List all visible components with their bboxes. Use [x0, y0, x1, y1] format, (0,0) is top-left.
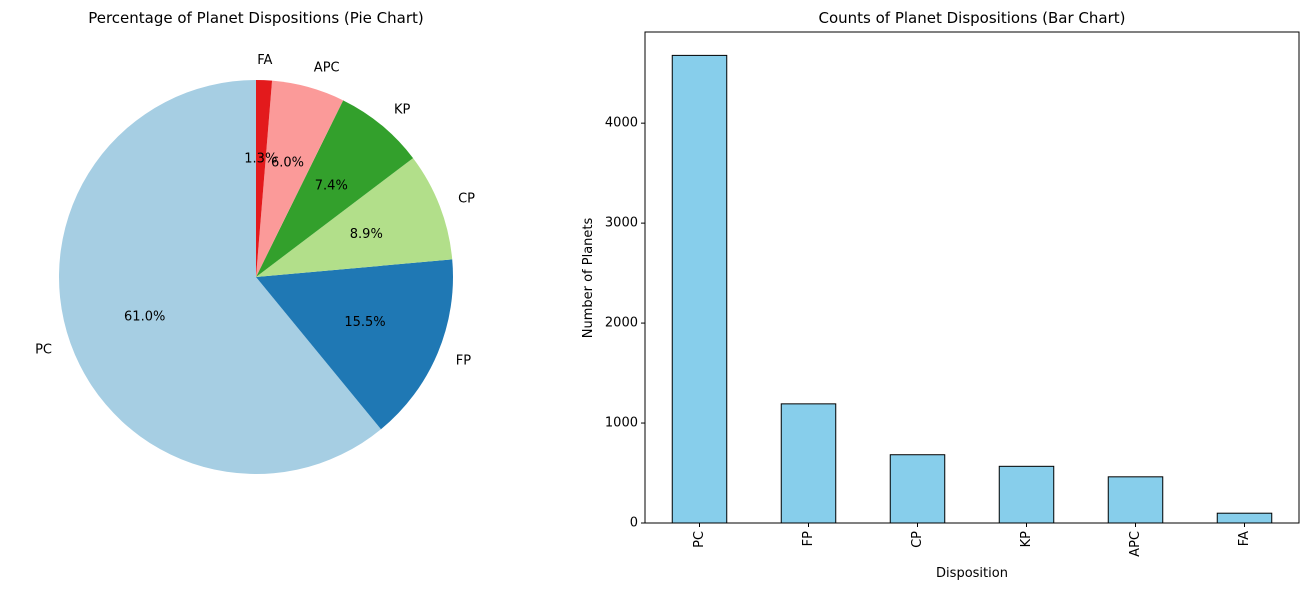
pie-label-kp: KP: [394, 102, 411, 117]
pie-slice-fa: [256, 80, 273, 277]
bar-chart: Counts of Planet Dispositions (Bar Chart…: [581, 9, 1300, 581]
pie-pct-kp: 7.4%: [315, 178, 348, 193]
y-tick-label-3000: 3000: [605, 216, 638, 231]
pie-pct-cp: 8.9%: [350, 227, 383, 242]
x-axis-label: Disposition: [936, 566, 1008, 581]
pie-pct-pc: 61.0%: [124, 309, 165, 324]
x-tick-label-fa: FA: [1237, 531, 1252, 546]
pie-slice-apc: [256, 80, 344, 277]
bar-fp: [780, 403, 837, 524]
pie-pct-apc: 6.0%: [271, 156, 304, 171]
y-axis: 0 1000 2000 3000 4000: [605, 116, 645, 531]
pie-pct-fp: 15.5%: [344, 315, 385, 330]
pie-labels: PC 61.0% FP 15.5% CP 8.9% KP 7.4% APC 6.0% FA 1.3%: [35, 53, 475, 368]
pie-label-fp: FP: [456, 353, 471, 368]
bars: [671, 54, 1273, 524]
x-tick-label-cp: CP: [910, 531, 925, 548]
x-axis: PC FP CP KP APC FA: [692, 523, 1252, 557]
pie-slice-pc: [58, 80, 381, 475]
y-tick-label-4000: 4000: [605, 116, 638, 131]
pie-label-fa: FA: [257, 53, 272, 68]
y-tick-label-2000: 2000: [605, 316, 638, 331]
bar-kp: [998, 465, 1055, 524]
pie-title: Percentage of Planet Dispositions (Pie C…: [88, 9, 424, 27]
pie-pct-fa: 1.3%: [244, 151, 277, 166]
bar-cp: [889, 454, 946, 524]
pie-slice-fp: [256, 259, 453, 430]
bar-apc: [1107, 476, 1164, 524]
x-tick-label-apc: APC: [1128, 531, 1143, 557]
pie-slices: [58, 80, 453, 475]
y-tick-label-0: 0: [630, 516, 638, 531]
y-axis-label: Number of Planets: [581, 218, 596, 339]
x-tick-label-fp: FP: [801, 531, 816, 546]
pie-slice-cp: [256, 158, 453, 277]
x-tick-label-kp: KP: [1019, 531, 1034, 548]
y-tick-label-1000: 1000: [605, 416, 638, 431]
pie-slice-kp: [256, 100, 414, 277]
pie-chart: Percentage of Planet Dispositions (Pie C…: [35, 9, 475, 475]
pie-label-pc: PC: [35, 343, 52, 358]
pie-label-cp: CP: [458, 191, 475, 206]
plot-area-frame: [644, 31, 1300, 524]
bar-title: Counts of Planet Dispositions (Bar Chart…: [818, 9, 1125, 27]
x-tick-label-pc: PC: [692, 531, 707, 548]
pie-label-apc: APC: [314, 61, 340, 76]
bar-fa: [1216, 512, 1273, 524]
bar-pc: [671, 54, 728, 524]
